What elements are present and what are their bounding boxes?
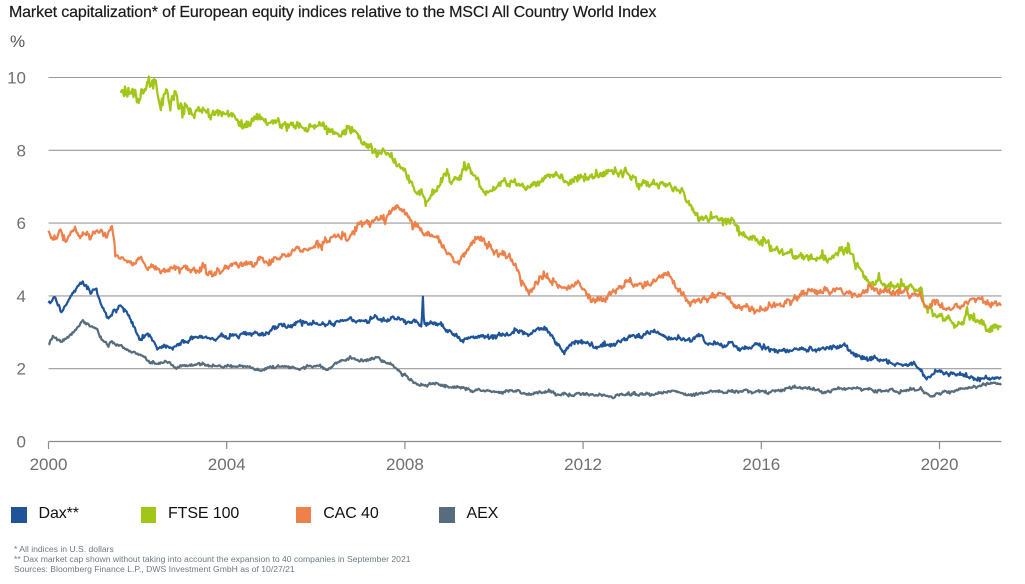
svg-text:10: 10 [7,69,26,88]
svg-text:2000: 2000 [30,455,68,474]
svg-text:0: 0 [17,433,26,452]
svg-text:2016: 2016 [742,455,780,474]
svg-text:2004: 2004 [208,455,246,474]
svg-text:4: 4 [17,287,26,306]
svg-text:2012: 2012 [564,455,602,474]
svg-text:2020: 2020 [921,455,959,474]
svg-text:6: 6 [17,214,26,233]
svg-text:8: 8 [17,141,26,160]
svg-text:2: 2 [17,360,26,379]
svg-text:2008: 2008 [386,455,424,474]
